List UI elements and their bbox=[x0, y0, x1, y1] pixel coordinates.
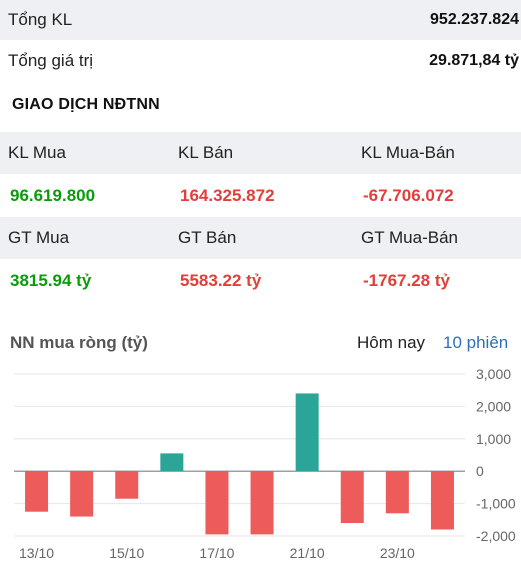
chart-title: NN mua ròng (tỷ) bbox=[10, 333, 148, 352]
y-tick-label: -2,000 bbox=[476, 528, 516, 544]
x-tick-label: 13/10 bbox=[19, 545, 54, 561]
value-value-row: 3815.94 tỷ 5583.22 tỷ -1767.28 tỷ bbox=[0, 260, 521, 302]
y-tick-label: 2,000 bbox=[476, 398, 511, 414]
net-volume-label: KL Mua-Bán bbox=[361, 143, 455, 162]
total-value-row: Tổng giá trị 29.871,84 tỷ bbox=[0, 41, 521, 81]
net-value-value: -1767.28 tỷ bbox=[363, 271, 450, 290]
bar bbox=[115, 471, 139, 499]
net-volume-value: -67.706.072 bbox=[363, 186, 454, 205]
foreign-trading-title: GIAO DỊCH NĐTNN bbox=[12, 96, 160, 113]
buy-volume-value: 96.619.800 bbox=[10, 186, 96, 205]
y-tick-label: 3,000 bbox=[476, 366, 511, 382]
net-value-label: GT Mua-Bán bbox=[361, 228, 459, 247]
total-volume-row: Tổng KL 952.237.824 bbox=[0, 0, 521, 40]
sell-value-label: GT Bán bbox=[178, 228, 237, 247]
buy-value-label: GT Mua bbox=[8, 228, 70, 247]
total-value-label: Tổng giá trị bbox=[8, 51, 94, 70]
bar bbox=[385, 471, 409, 514]
x-tick-label: 15/10 bbox=[109, 545, 144, 561]
bar bbox=[430, 471, 454, 530]
x-tick-label: 17/10 bbox=[199, 545, 234, 561]
sell-volume-label: KL Bán bbox=[178, 143, 234, 162]
bar bbox=[250, 471, 274, 535]
net-buy-chart: 3,000 2,000 1,000 0 -1,000 -2,000 13/10 15/10 17… bbox=[14, 366, 516, 561]
total-value-value: 29.871,84 tỷ bbox=[429, 52, 519, 69]
sell-volume-value: 164.325.872 bbox=[180, 186, 275, 205]
tab-today[interactable]: Hôm nay bbox=[357, 333, 426, 352]
buy-value-value: 3815.94 tỷ bbox=[10, 271, 92, 290]
volume-header-row: KL Mua KL Bán KL Mua-Bán bbox=[0, 132, 521, 174]
volume-value-row: 96.619.800 164.325.872 -67.706.072 bbox=[0, 175, 521, 217]
x-tick-label: 23/10 bbox=[380, 545, 415, 561]
x-tick-label: 21/10 bbox=[290, 545, 325, 561]
y-tick-label: 1,000 bbox=[476, 431, 511, 447]
bar bbox=[205, 471, 229, 535]
bar bbox=[295, 393, 319, 472]
value-header-row: GT Mua GT Bán GT Mua-Bán bbox=[0, 217, 521, 259]
bar bbox=[25, 471, 49, 512]
bar bbox=[340, 471, 364, 524]
y-tick-label: 0 bbox=[476, 463, 484, 479]
sell-value-value: 5583.22 tỷ bbox=[180, 271, 262, 290]
buy-volume-label: KL Mua bbox=[8, 143, 66, 162]
bar bbox=[70, 471, 94, 517]
bar bbox=[160, 453, 184, 472]
y-tick-label: -1,000 bbox=[476, 496, 516, 512]
tab-10-sessions[interactable]: 10 phiên bbox=[443, 333, 509, 352]
total-volume-value: 952.237.824 bbox=[430, 11, 519, 28]
total-volume-label: Tổng KL bbox=[8, 10, 73, 29]
